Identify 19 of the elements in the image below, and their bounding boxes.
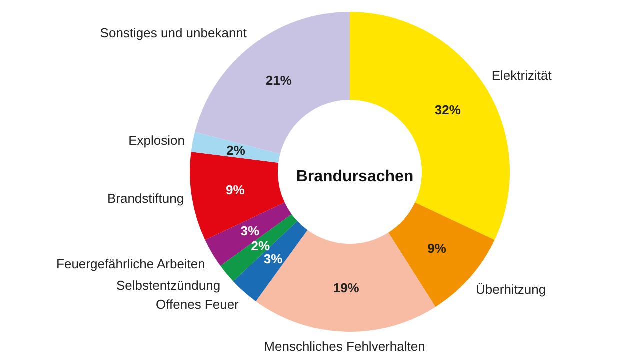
data-label: 32% xyxy=(434,102,462,118)
slice-label: Brandstiftung xyxy=(107,190,184,206)
slice-label: Offenes Feuer xyxy=(156,297,240,312)
data-label: 2% xyxy=(251,238,270,254)
data-label: 3% xyxy=(240,224,260,239)
slice-label: Menschliches Fehlverhalten xyxy=(264,338,426,354)
slice-label: Elektrizität xyxy=(492,68,552,83)
data-label: 19% xyxy=(333,280,360,296)
data-label: 2% xyxy=(226,142,246,158)
data-label: 9% xyxy=(226,182,246,198)
slice-label: Überhitzung xyxy=(476,282,546,298)
slice-label: Selbstentzündung xyxy=(116,278,221,294)
data-label: 9% xyxy=(428,241,447,256)
data-label: 3% xyxy=(264,252,284,267)
slice-label: Sonstiges und unbekannt xyxy=(100,25,248,40)
data-label: 21% xyxy=(266,72,292,88)
text: Brandursachen xyxy=(296,168,414,186)
slice-label: Explosion xyxy=(128,133,185,148)
slice-label: Feuergefährliche Arbeiten xyxy=(56,256,206,272)
